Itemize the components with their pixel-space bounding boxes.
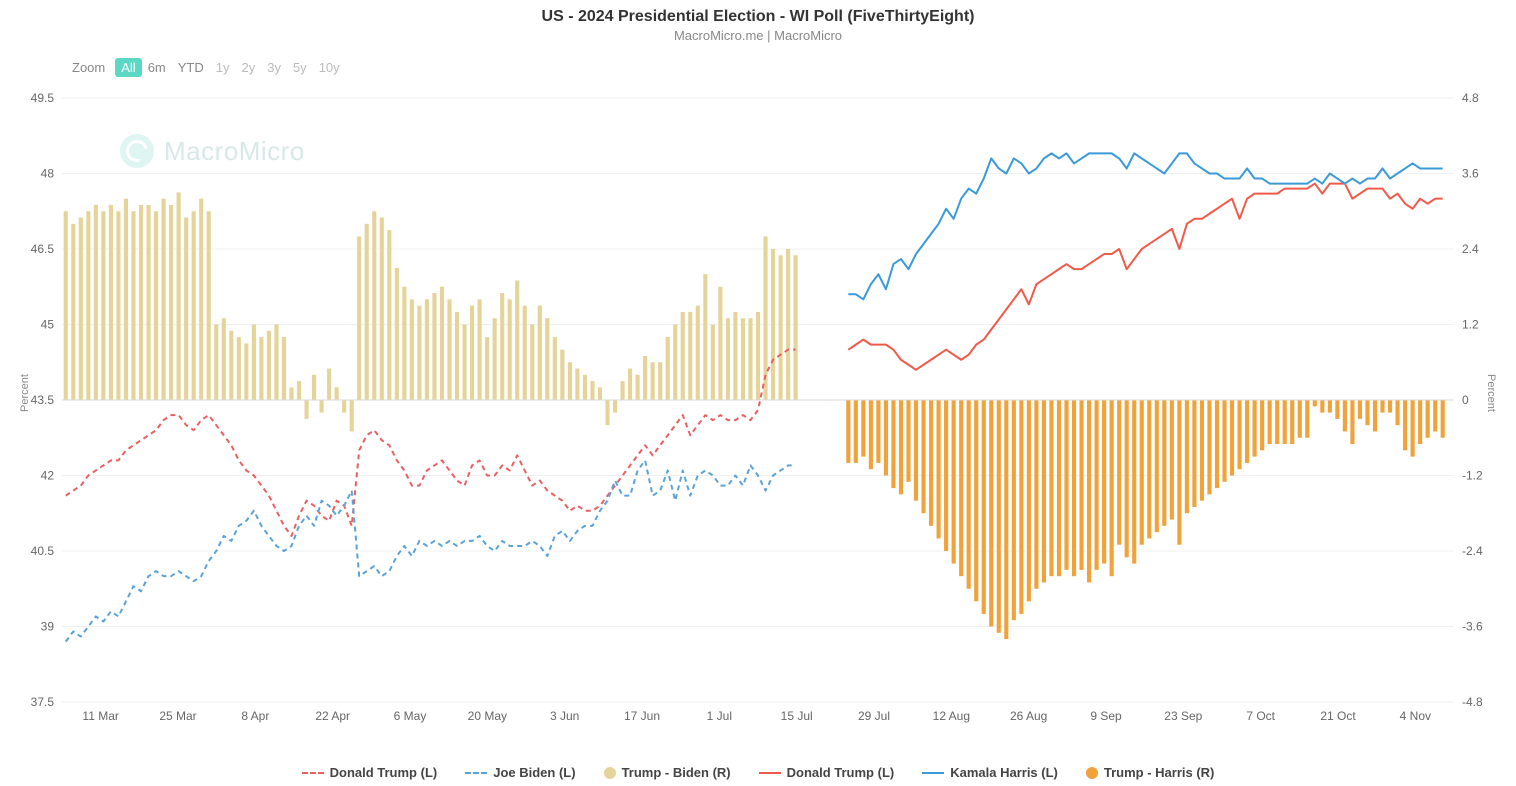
zoom-6m[interactable]: 6m — [142, 58, 172, 77]
svg-text:43.5: 43.5 — [31, 393, 55, 407]
chart-title: US - 2024 Presidential Election - WI Pol… — [0, 0, 1516, 26]
svg-text:9 Sep: 9 Sep — [1090, 709, 1122, 723]
svg-text:-3.6: -3.6 — [1462, 620, 1483, 634]
svg-text:4 Nov: 4 Nov — [1400, 709, 1431, 723]
chart-subtitle: MacroMicro.me | MacroMicro — [0, 28, 1516, 43]
svg-text:-1.2: -1.2 — [1462, 469, 1483, 483]
svg-text:6 May: 6 May — [394, 709, 427, 723]
svg-text:-2.4: -2.4 — [1462, 544, 1483, 558]
svg-text:8 Apr: 8 Apr — [241, 709, 269, 723]
svg-text:20 May: 20 May — [468, 709, 507, 723]
legend-item-3[interactable]: Donald Trump (L) — [759, 765, 895, 780]
legend-item-1[interactable]: Joe Biden (L) — [465, 765, 575, 780]
svg-text:26 Aug: 26 Aug — [1010, 709, 1047, 723]
legend-label-2: Trump - Biden (R) — [622, 765, 731, 780]
zoom-5y[interactable]: 5y — [287, 58, 313, 77]
right-axis-title: Percent — [1485, 374, 1497, 412]
zoom-bar: Zoom All6mYTD1y2y3y5y10y — [72, 60, 346, 75]
svg-text:-4.8: -4.8 — [1462, 695, 1483, 709]
chart-svg: 37.53940.54243.54546.54849.5-4.8-3.6-2.4… — [62, 98, 1454, 702]
svg-text:29 Jul: 29 Jul — [858, 709, 890, 723]
legend-swatch-1 — [465, 772, 487, 774]
svg-text:42: 42 — [41, 469, 55, 483]
legend-item-4[interactable]: Kamala Harris (L) — [922, 765, 1058, 780]
chart-area: 37.53940.54243.54546.54849.5-4.8-3.6-2.4… — [62, 98, 1454, 702]
legend-label-0: Donald Trump (L) — [330, 765, 438, 780]
zoom-ytd[interactable]: YTD — [172, 58, 210, 77]
svg-text:12 Aug: 12 Aug — [933, 709, 970, 723]
svg-text:15 Jul: 15 Jul — [781, 709, 813, 723]
legend-item-0[interactable]: Donald Trump (L) — [302, 765, 438, 780]
svg-text:39: 39 — [41, 620, 55, 634]
legend: Donald Trump (L) Joe Biden (L) Trump - Bid… — [0, 765, 1516, 780]
legend-item-2[interactable]: Trump - Biden (R) — [604, 765, 731, 780]
svg-text:7 Oct: 7 Oct — [1246, 709, 1275, 723]
zoom-all[interactable]: All — [115, 58, 141, 77]
svg-text:1.2: 1.2 — [1462, 318, 1479, 332]
zoom-2y[interactable]: 2y — [235, 58, 261, 77]
svg-text:48: 48 — [41, 167, 55, 181]
svg-text:4.8: 4.8 — [1462, 91, 1479, 105]
zoom-10y[interactable]: 10y — [313, 58, 346, 77]
svg-text:21 Oct: 21 Oct — [1320, 709, 1356, 723]
svg-text:23 Sep: 23 Sep — [1164, 709, 1202, 723]
svg-text:17 Jun: 17 Jun — [624, 709, 660, 723]
zoom-label: Zoom — [72, 60, 105, 75]
legend-label-1: Joe Biden (L) — [493, 765, 575, 780]
svg-text:2.4: 2.4 — [1462, 242, 1479, 256]
svg-text:3 Jun: 3 Jun — [550, 709, 579, 723]
svg-text:37.5: 37.5 — [31, 695, 55, 709]
legend-swatch-0 — [302, 772, 324, 774]
legend-label-4: Kamala Harris (L) — [950, 765, 1058, 780]
svg-text:46.5: 46.5 — [31, 242, 55, 256]
svg-text:1 Jul: 1 Jul — [707, 709, 732, 723]
legend-swatch-4 — [922, 772, 944, 774]
svg-text:22 Apr: 22 Apr — [315, 709, 350, 723]
left-axis-title: Percent — [19, 374, 31, 412]
legend-swatch-2 — [604, 767, 616, 779]
svg-text:40.5: 40.5 — [31, 544, 55, 558]
legend-label-5: Trump - Harris (R) — [1104, 765, 1215, 780]
legend-label-3: Donald Trump (L) — [787, 765, 895, 780]
svg-text:0: 0 — [1462, 393, 1469, 407]
zoom-1y[interactable]: 1y — [210, 58, 236, 77]
svg-text:11 Mar: 11 Mar — [82, 709, 118, 723]
legend-swatch-3 — [759, 772, 781, 774]
svg-text:25 Mar: 25 Mar — [159, 709, 196, 723]
svg-text:45: 45 — [41, 318, 55, 332]
zoom-3y[interactable]: 3y — [261, 58, 287, 77]
legend-swatch-5 — [1086, 767, 1098, 779]
svg-text:3.6: 3.6 — [1462, 167, 1479, 181]
legend-item-5[interactable]: Trump - Harris (R) — [1086, 765, 1215, 780]
svg-text:49.5: 49.5 — [31, 91, 55, 105]
